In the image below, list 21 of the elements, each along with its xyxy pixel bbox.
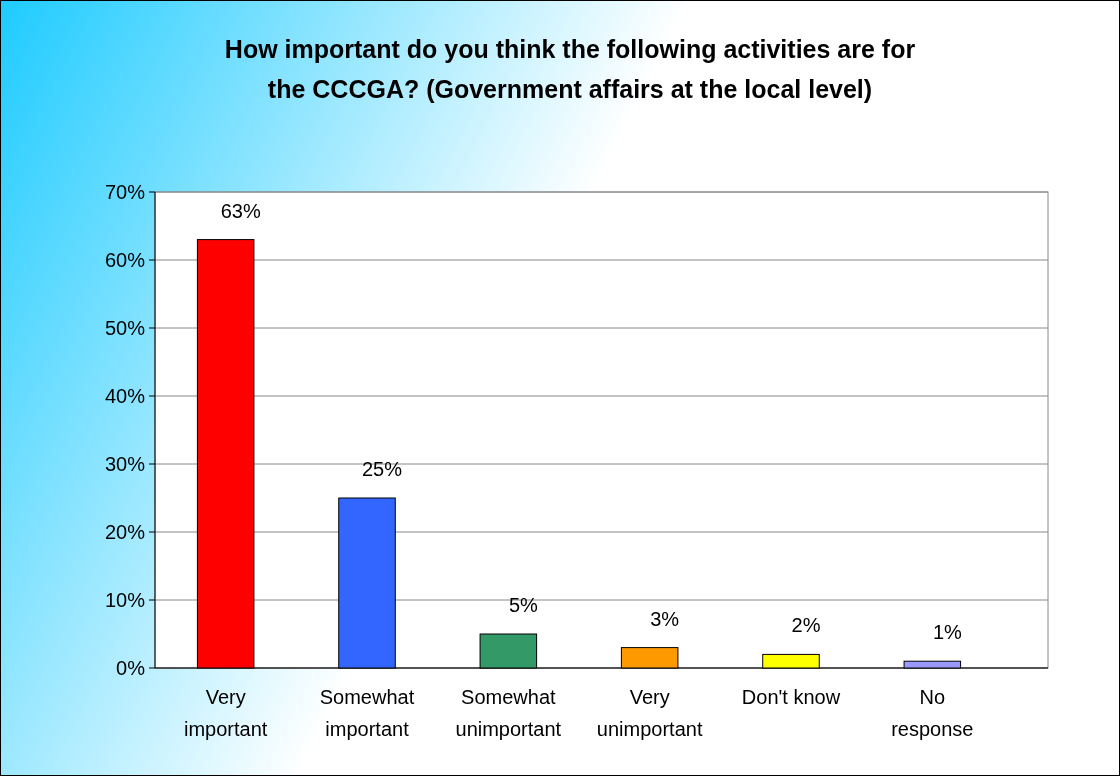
data-label: 2% <box>791 614 821 637</box>
y-tick-label: 70% <box>104 181 146 203</box>
y-tick-label: 10% <box>104 589 146 611</box>
data-label: 5% <box>508 594 538 616</box>
x-tick-label: No response <box>891 686 974 740</box>
y-tick-label: 20% <box>104 521 146 543</box>
y-tick-label: 50% <box>104 317 146 339</box>
chart-title: How important do you think the following activities are for the CCCGA? (Government affairs at the local level) <box>224 35 916 103</box>
data-label: 1% <box>932 621 962 644</box>
y-tick-label: 40% <box>104 385 146 407</box>
data-label: 63% <box>220 199 261 222</box>
x-tick-label: Somewhat unimportant <box>455 686 562 740</box>
y-tick-label: 60% <box>104 249 146 271</box>
data-label: 25% <box>361 458 403 480</box>
y-tick-label: 0% <box>116 657 146 679</box>
data-label: 3% <box>650 607 680 630</box>
x-tick-label: Very important <box>183 686 268 740</box>
x-tick-label: Don't know <box>741 686 841 708</box>
x-tick-label: Somewhat important <box>319 686 415 740</box>
y-tick-label: 30% <box>104 453 146 475</box>
x-tick-label: Very unimportant <box>596 686 703 740</box>
